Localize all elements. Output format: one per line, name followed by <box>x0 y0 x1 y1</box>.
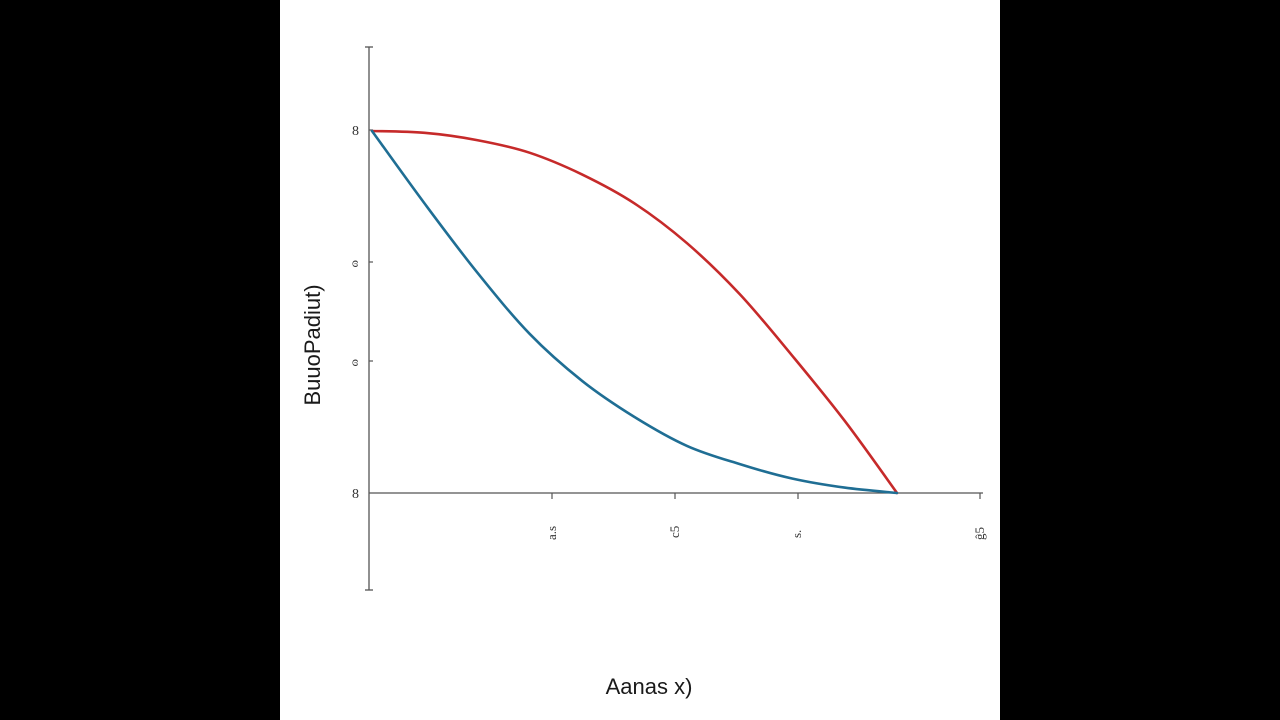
chart-panel: 8 ɞ ɞ 8 a.s c5 s. ĝ5 BuuoPadiut) Aanas x… <box>280 0 1000 720</box>
series-line <box>370 129 899 495</box>
y-axis-label: BuuoPadiut) <box>300 284 325 405</box>
y-tick-label: ɞ <box>352 256 358 271</box>
line-chart: 8 ɞ ɞ 8 a.s c5 s. ĝ5 BuuoPadiut) Aanas x… <box>300 46 987 699</box>
series-line <box>370 129 899 495</box>
y-tick-label: 8 <box>352 487 359 502</box>
x-axis-label: Aanas x) <box>606 674 693 699</box>
x-tick-label: s. <box>789 530 804 538</box>
x-tick-label: ĝ5 <box>972 527 987 540</box>
x-tick-label: a.s <box>544 526 559 540</box>
x-tick-label: c5 <box>667 526 682 538</box>
y-tick-label: 8 <box>352 124 359 139</box>
y-tick-label: ɞ <box>352 355 358 370</box>
